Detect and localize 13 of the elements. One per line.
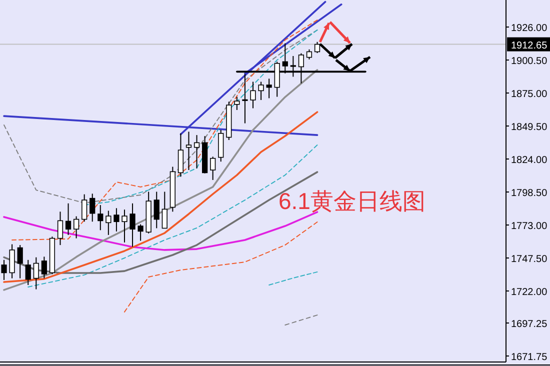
y-tick-label: 1798.50	[511, 188, 548, 199]
title: 6.1黄金日线图	[278, 188, 426, 214]
y-tick-label: 1824.00	[511, 155, 548, 166]
ref-line-label: 1912.65	[511, 40, 548, 52]
y-tick-label: 1671.75	[511, 352, 548, 363]
y-tick-label: 1849.50	[511, 122, 548, 134]
y-tick-label: 1747.50	[511, 254, 548, 265]
y-tick-label: 1875.00	[511, 89, 548, 100]
y-tick-label: 1722.00	[511, 286, 548, 298]
y-tick-label: 1697.25	[511, 318, 548, 330]
y-tick-label: 1773.00	[511, 220, 548, 232]
y-tick-label: 1926.00	[511, 23, 548, 34]
y-tick-label: 1900.50	[511, 56, 548, 68]
